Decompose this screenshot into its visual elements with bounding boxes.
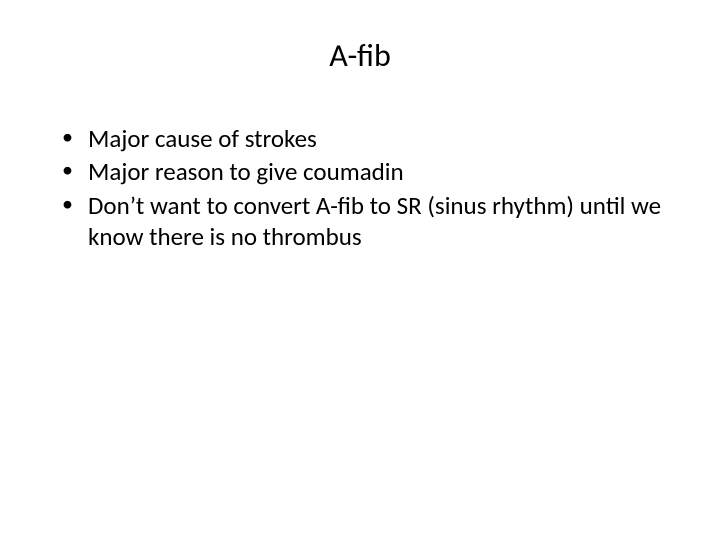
list-item: Major reason to give coumadin	[62, 156, 672, 187]
list-item: Major cause of strokes	[62, 123, 672, 154]
slide-container: A-fib Major cause of strokes Major reaso…	[0, 0, 720, 540]
bullet-list: Major cause of strokes Major reason to g…	[48, 123, 672, 252]
slide-title: A-fib	[48, 36, 672, 75]
list-item: Don’t want to convert A-fib to SR (sinus…	[62, 190, 672, 253]
